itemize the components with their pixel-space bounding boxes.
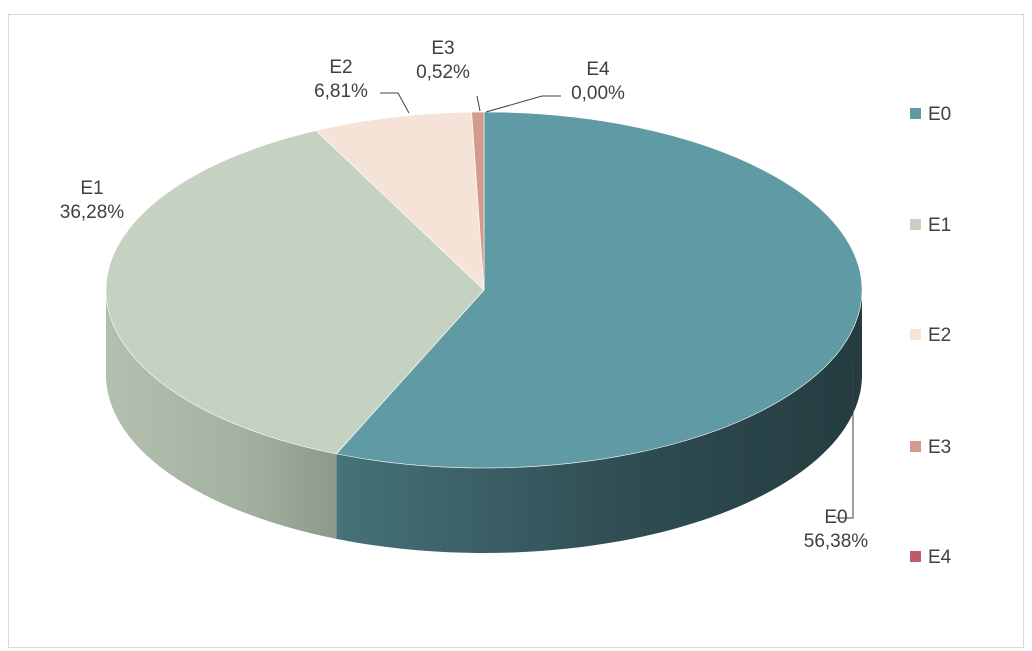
pie-slice-e2 <box>315 111 485 291</box>
leader-line-e2 <box>380 92 410 114</box>
data-label-category-e4: E4 <box>586 59 610 80</box>
data-label-category-e1: E1 <box>80 178 103 199</box>
data-label-value-e2: 6,81% <box>314 81 368 102</box>
legend-swatch-e3 <box>910 441 921 452</box>
pie-slice-e0 <box>335 111 863 469</box>
data-label-value-e0: 56,38% <box>804 531 869 552</box>
pie-slice-e1 <box>105 130 485 455</box>
legend-label-e0: E0 <box>928 104 951 125</box>
legend-label-e4: E4 <box>928 547 952 568</box>
pie-side-e1 <box>105 290 337 539</box>
data-label-category-e3: E3 <box>431 38 454 59</box>
legend-label-e1: E1 <box>928 215 951 236</box>
legend: E0 E1 E2 E3 E4 <box>910 104 952 568</box>
legend-swatch-e0 <box>910 108 921 119</box>
legend-swatch-e4 <box>910 551 921 562</box>
pie-slice-e3 <box>471 111 485 291</box>
legend-swatch-e2 <box>910 329 921 340</box>
pie-side-e0 <box>336 290 862 553</box>
data-label-category-e2: E2 <box>329 57 352 78</box>
pie-sides <box>105 290 862 553</box>
leader-lines <box>380 92 854 519</box>
legend-label-e3: E3 <box>928 437 951 458</box>
data-label-value-e4: 0,00% <box>571 83 625 104</box>
pie-tops <box>105 111 863 469</box>
data-label-value-e3: 0,52% <box>416 62 470 83</box>
data-label-category-e0: E0 <box>824 507 847 528</box>
leader-line-e0 <box>836 362 854 519</box>
legend-label-e2: E2 <box>928 325 951 346</box>
data-label-value-e1: 36,28% <box>60 202 125 223</box>
leader-line-e3 <box>476 95 481 112</box>
legend-swatch-e1 <box>910 219 921 230</box>
leader-line-e4 <box>485 95 561 113</box>
data-labels: E0 56,38% E1 36,28% E2 6,81% E3 0,52% E4 0,00% <box>60 38 869 552</box>
